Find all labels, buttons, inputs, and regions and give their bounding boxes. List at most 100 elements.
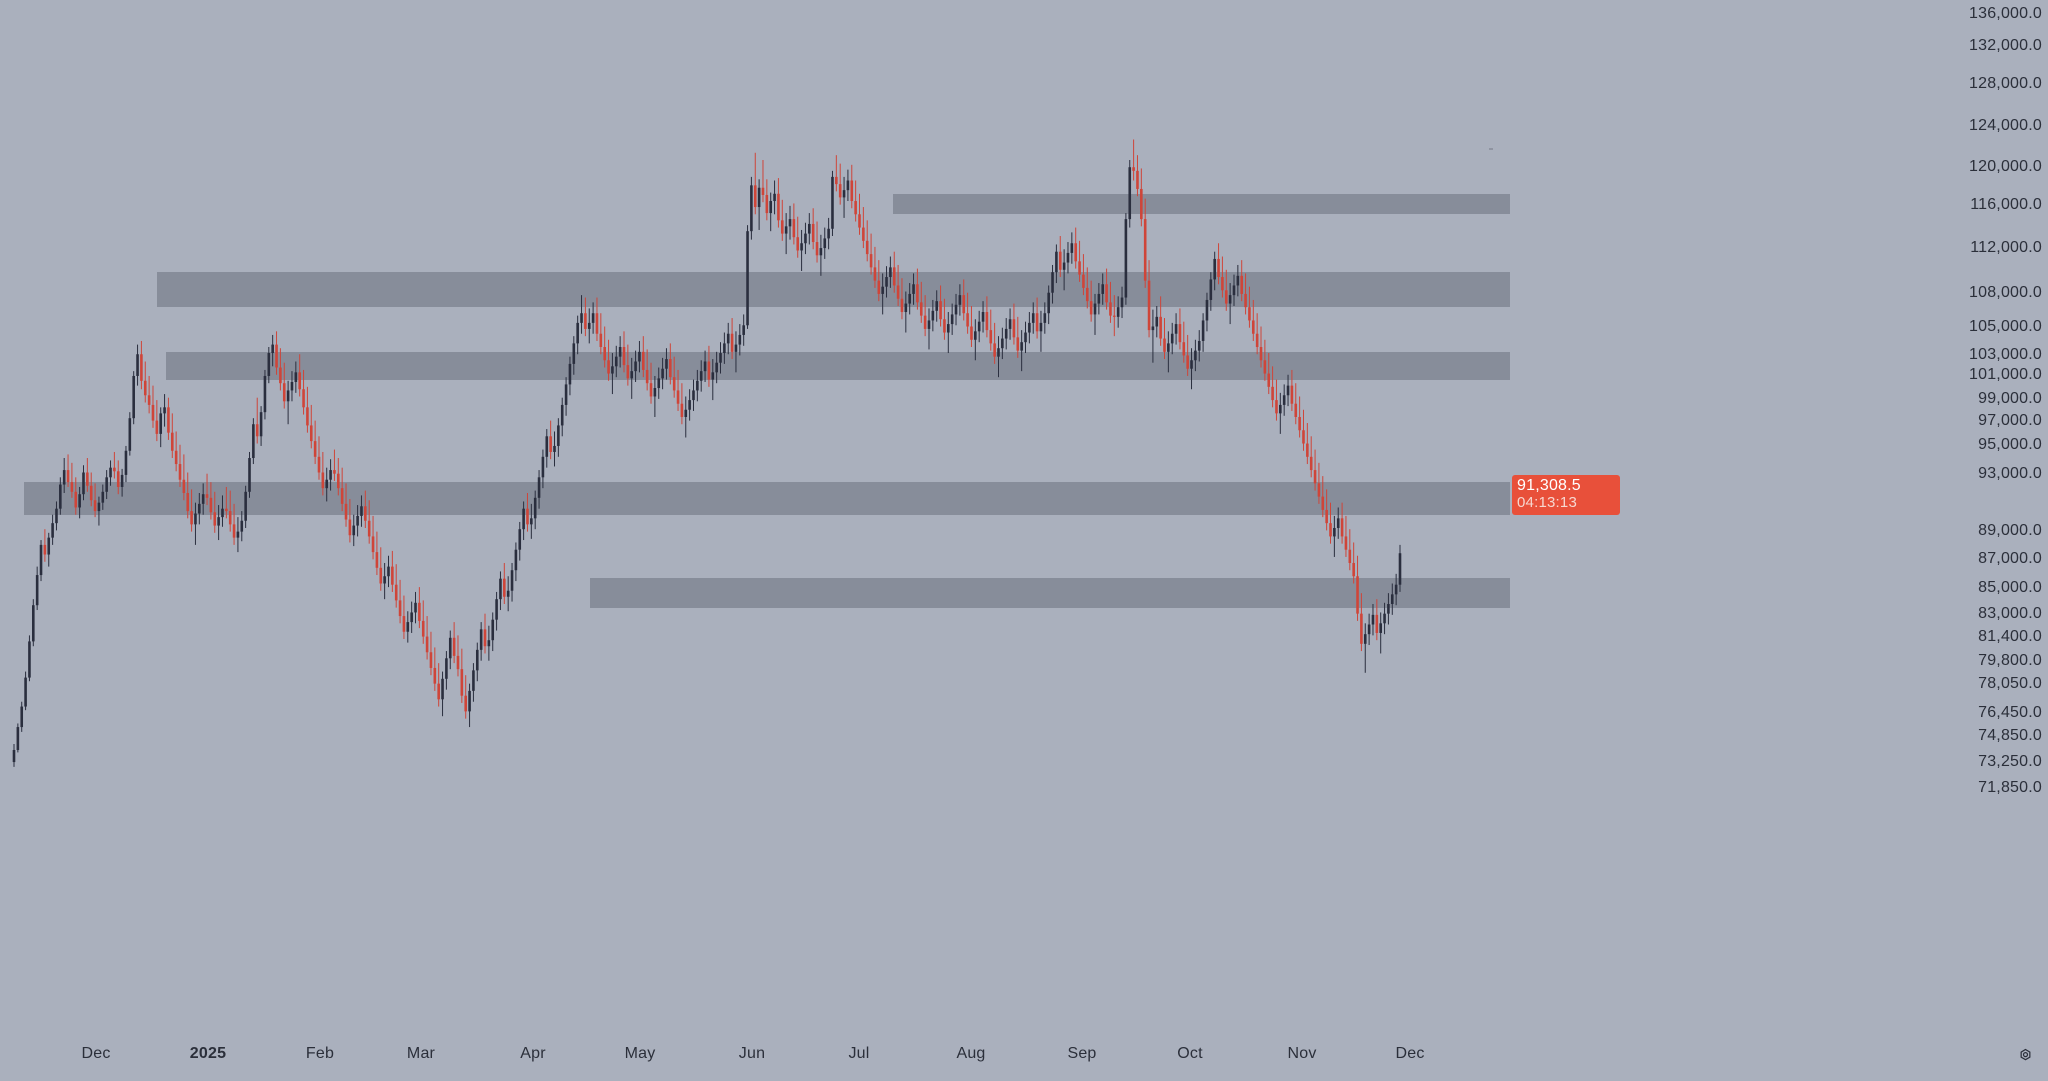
candle-body <box>622 347 626 366</box>
candle-body <box>1143 219 1147 281</box>
candle-body <box>811 223 815 243</box>
candle-body <box>1279 404 1282 414</box>
candle-body <box>981 312 985 322</box>
candle-body <box>1082 274 1085 288</box>
resistance-zone-108k[interactable] <box>157 272 1510 307</box>
candle-body <box>275 344 278 368</box>
candle-body <box>1344 536 1348 550</box>
candle-body <box>1379 623 1382 633</box>
candle-body <box>757 187 761 208</box>
candle-body <box>1186 355 1189 369</box>
candle-body <box>761 187 765 195</box>
candle-body <box>777 193 780 221</box>
candle-body <box>1132 167 1135 171</box>
price-tick-label: 136,000.0 <box>1969 5 2042 22</box>
candle-body <box>337 473 340 489</box>
candle-body <box>784 226 788 234</box>
candle-body <box>143 380 147 396</box>
candle-body <box>124 450 128 475</box>
candle-body <box>70 482 74 492</box>
candle-body <box>1031 313 1035 323</box>
candle-body <box>514 549 518 571</box>
candle-body <box>448 637 452 659</box>
candle-body <box>398 600 402 617</box>
candle-body <box>367 520 371 537</box>
candle-body <box>611 366 614 374</box>
candle-body <box>456 655 460 670</box>
candle-body <box>985 312 989 331</box>
candle-body <box>1255 333 1259 348</box>
candle-body <box>1390 594 1394 605</box>
candle-body <box>881 286 884 294</box>
candle-body <box>1163 338 1166 352</box>
candle-body <box>1363 634 1367 644</box>
candle-body <box>549 436 552 452</box>
candle-body <box>495 599 498 620</box>
candle-body <box>232 524 236 538</box>
candle-body <box>89 485 93 501</box>
candle-body <box>1170 333 1174 344</box>
candle-body <box>993 343 996 357</box>
candle-body <box>1290 385 1294 404</box>
support-zone-92k[interactable] <box>24 482 1510 515</box>
price-tick-label: 81,400.0 <box>1978 628 2042 645</box>
candle-body <box>885 277 888 287</box>
current-price-badge[interactable]: 91,308.5 04:13:13 <box>1512 475 1620 515</box>
candle-body <box>943 319 946 333</box>
current-price-value: 91,308.5 <box>1517 477 1581 494</box>
resistance-zone-116k[interactable] <box>893 194 1510 214</box>
candle-body <box>715 362 718 373</box>
gear-icon[interactable] <box>2017 1048 2034 1065</box>
candle-body <box>1097 293 1101 304</box>
candle-body <box>472 670 475 691</box>
candle-body <box>487 640 491 647</box>
candle-body <box>306 407 309 426</box>
candle-body <box>846 180 850 191</box>
price-tick-label: 95,000.0 <box>1978 436 2042 453</box>
candle-body <box>850 180 854 202</box>
candle-body <box>1109 302 1112 316</box>
time-tick-label: Nov <box>1287 1045 1317 1062</box>
candle-body <box>325 479 329 489</box>
candle-body <box>591 313 595 323</box>
candle-body <box>479 629 483 650</box>
candle-body <box>356 515 359 526</box>
candle-body <box>16 727 20 750</box>
candle-body <box>1275 400 1278 414</box>
candle-body <box>47 537 51 555</box>
candle-body <box>113 467 116 472</box>
candle-body <box>147 395 151 405</box>
candle-body <box>966 313 969 327</box>
candle-body <box>1217 258 1220 278</box>
candle-body <box>28 641 31 678</box>
candle-body <box>209 497 213 513</box>
chart-plot-area[interactable] <box>0 0 1510 1030</box>
candle-body <box>506 590 510 597</box>
candle-body <box>151 404 155 421</box>
time-axis[interactable]: Dec 2025 Feb Mar Apr May Jun Jul Aug Sep Oct Nov Dec <box>0 1030 2048 1081</box>
candle-body <box>194 513 197 525</box>
price-axis[interactable]: 136,000.0 132,000.0 128,000.0 124,000.0 120,… <box>1510 0 2048 1030</box>
candle-body <box>298 372 301 390</box>
candle-body <box>510 570 514 591</box>
candle-body <box>950 314 954 325</box>
time-tick-label: Oct <box>1177 1045 1203 1062</box>
candle-body <box>62 470 66 485</box>
candle-body <box>329 470 332 480</box>
candle-body <box>1394 584 1398 595</box>
candle-body <box>1333 527 1336 537</box>
candle-body <box>321 472 325 489</box>
candle-body <box>1367 624 1371 635</box>
candle-body <box>348 519 352 536</box>
candle-body <box>499 578 502 600</box>
candle-body <box>1294 403 1298 417</box>
candle-body <box>313 441 317 457</box>
price-tick-label: 79,800.0 <box>1978 652 2042 669</box>
time-tick-label: Jun <box>738 1045 766 1062</box>
candle-body <box>954 304 958 315</box>
candle-body <box>425 636 429 653</box>
candle-body <box>564 384 568 405</box>
candle-body <box>159 413 163 434</box>
resistance-zone-102k[interactable] <box>166 352 1510 380</box>
